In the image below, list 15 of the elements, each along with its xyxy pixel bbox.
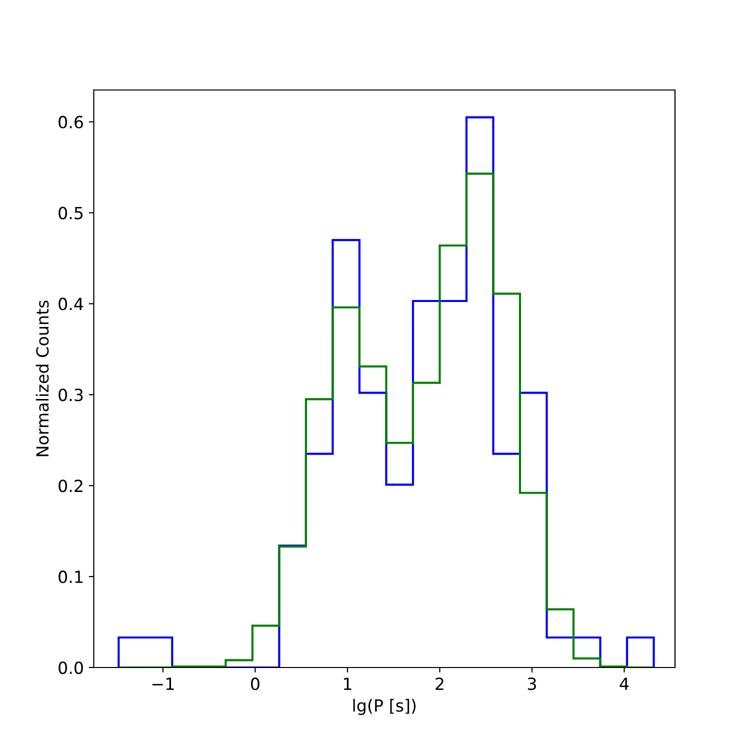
y-tick-label: 0.1 bbox=[58, 570, 82, 584]
y-tick-label: 0.2 bbox=[58, 480, 82, 492]
x-tick-label: 2 bbox=[436, 678, 444, 690]
y-tick-label: 0.0 bbox=[58, 661, 83, 674]
y-tick-label: 0.6 bbox=[58, 116, 83, 128]
y-tick-label: 0.4 bbox=[58, 298, 84, 310]
x-tick-label: 4 bbox=[620, 678, 629, 690]
x-tick-label: 3 bbox=[528, 678, 536, 690]
x-axis-title: lg(P [s]) bbox=[353, 698, 416, 716]
x-tick-label: −1 bbox=[152, 678, 174, 690]
y-tick-label: 0.3 bbox=[58, 388, 83, 402]
x-tick-label: 0 bbox=[251, 678, 260, 690]
x-tick-label: 1 bbox=[344, 678, 352, 690]
y-axis-title: Normalized Counts bbox=[36, 300, 49, 456]
y-tick-label: 0.5 bbox=[58, 206, 83, 220]
